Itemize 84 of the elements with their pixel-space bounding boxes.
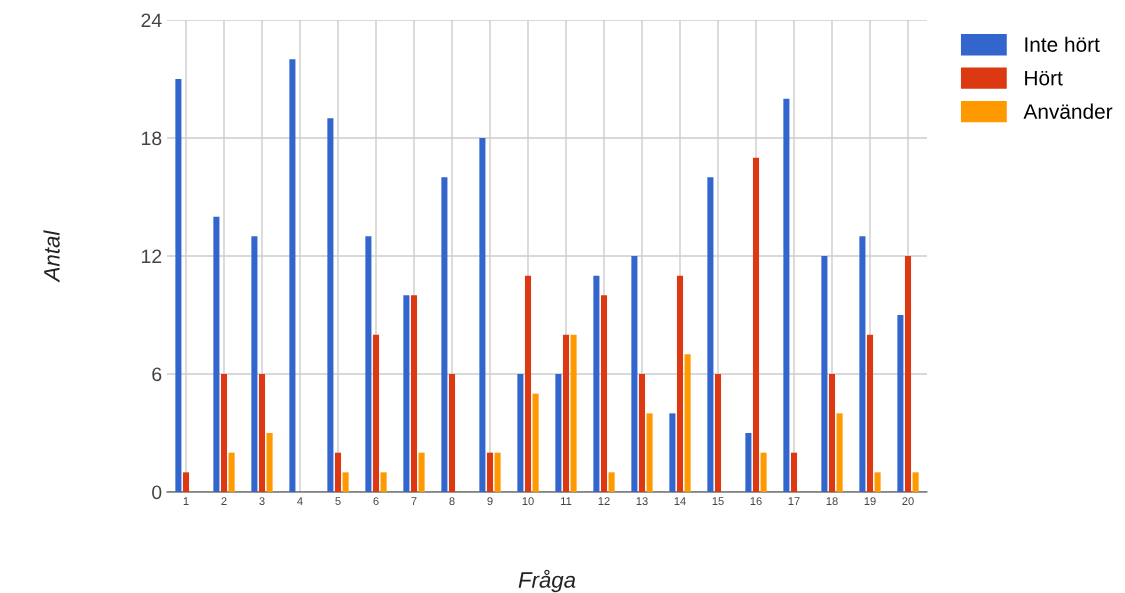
bar (441, 177, 448, 492)
x-tick-label: 8 (449, 497, 455, 506)
bar (524, 275, 532, 492)
x-tick-label: 2 (221, 497, 227, 505)
bar (334, 452, 342, 492)
bar (494, 452, 501, 492)
bar (828, 374, 836, 492)
bar (175, 79, 182, 492)
bar (266, 433, 273, 492)
bar (372, 334, 380, 492)
x-tick-label: 5 (335, 497, 341, 506)
x-tick-label: 17 (788, 497, 800, 505)
bar (251, 236, 258, 492)
bar (790, 452, 798, 492)
legend-label: Använder (1023, 103, 1113, 119)
y-tick-label: 18 (142, 131, 162, 146)
bar (714, 374, 722, 492)
bar (410, 295, 418, 492)
x-tick-label: 14 (674, 497, 686, 505)
bar (669, 413, 676, 492)
bar (760, 452, 767, 492)
bar (532, 393, 539, 492)
bar (646, 413, 653, 492)
x-tick-label: 6 (373, 497, 379, 506)
x-tick-label: 9 (487, 497, 493, 506)
bar (684, 354, 691, 492)
bar (593, 275, 600, 492)
y-tick-label: 24 (141, 13, 162, 28)
bar (342, 472, 349, 492)
x-tick-label: 11 (561, 497, 572, 505)
x-tick-label: 18 (826, 497, 838, 506)
bar (365, 236, 372, 492)
bar (517, 374, 524, 492)
x-tick-label: 7 (411, 497, 417, 505)
y-tick-label: 12 (142, 249, 162, 264)
bar (707, 177, 714, 492)
x-tick-label: 13 (636, 497, 648, 506)
x-tick-label: 4 (297, 497, 303, 505)
x-tick-label: 10 (522, 497, 534, 506)
bar (380, 472, 387, 492)
x-tick-label: 3 (259, 497, 265, 506)
bar (904, 256, 912, 492)
x-axis-title: Fråga (518, 569, 576, 593)
legend-label: Inte hört (1025, 36, 1100, 52)
legend-label: Hört (1025, 70, 1063, 86)
bar (562, 334, 570, 492)
bar (608, 472, 615, 492)
x-tick-label: 15 (712, 497, 724, 506)
x-tick-label: 1 (183, 497, 189, 505)
x-tick-label: 20 (902, 497, 914, 506)
bar (866, 334, 874, 492)
x-tick-label: 16 (750, 497, 762, 506)
bar (228, 452, 235, 492)
bar (631, 256, 638, 492)
y-axis-title: Antal (43, 230, 60, 283)
bar (897, 315, 904, 492)
bar (570, 334, 577, 492)
x-tick-label: 19 (864, 497, 876, 506)
bar (220, 374, 228, 492)
bar (213, 216, 220, 492)
bar (479, 138, 486, 492)
x-tick-label: 12 (598, 497, 610, 505)
bar (874, 472, 881, 492)
bar (912, 472, 919, 492)
y-tick-label: 6 (152, 367, 162, 382)
bar (486, 452, 494, 492)
y-tick-label: 0 (152, 485, 162, 500)
bar (448, 374, 456, 492)
bar (676, 275, 684, 492)
bar (289, 59, 296, 492)
bar (555, 374, 562, 492)
bar (745, 433, 752, 492)
bar (418, 452, 425, 492)
bar (836, 413, 843, 492)
bar (258, 374, 266, 492)
bar (821, 256, 828, 492)
bar (783, 98, 790, 492)
bar (859, 236, 866, 492)
bar (600, 295, 608, 492)
bar (403, 295, 410, 492)
bar (327, 118, 334, 492)
bar (752, 157, 760, 492)
bar (182, 472, 190, 492)
bar (638, 374, 646, 492)
